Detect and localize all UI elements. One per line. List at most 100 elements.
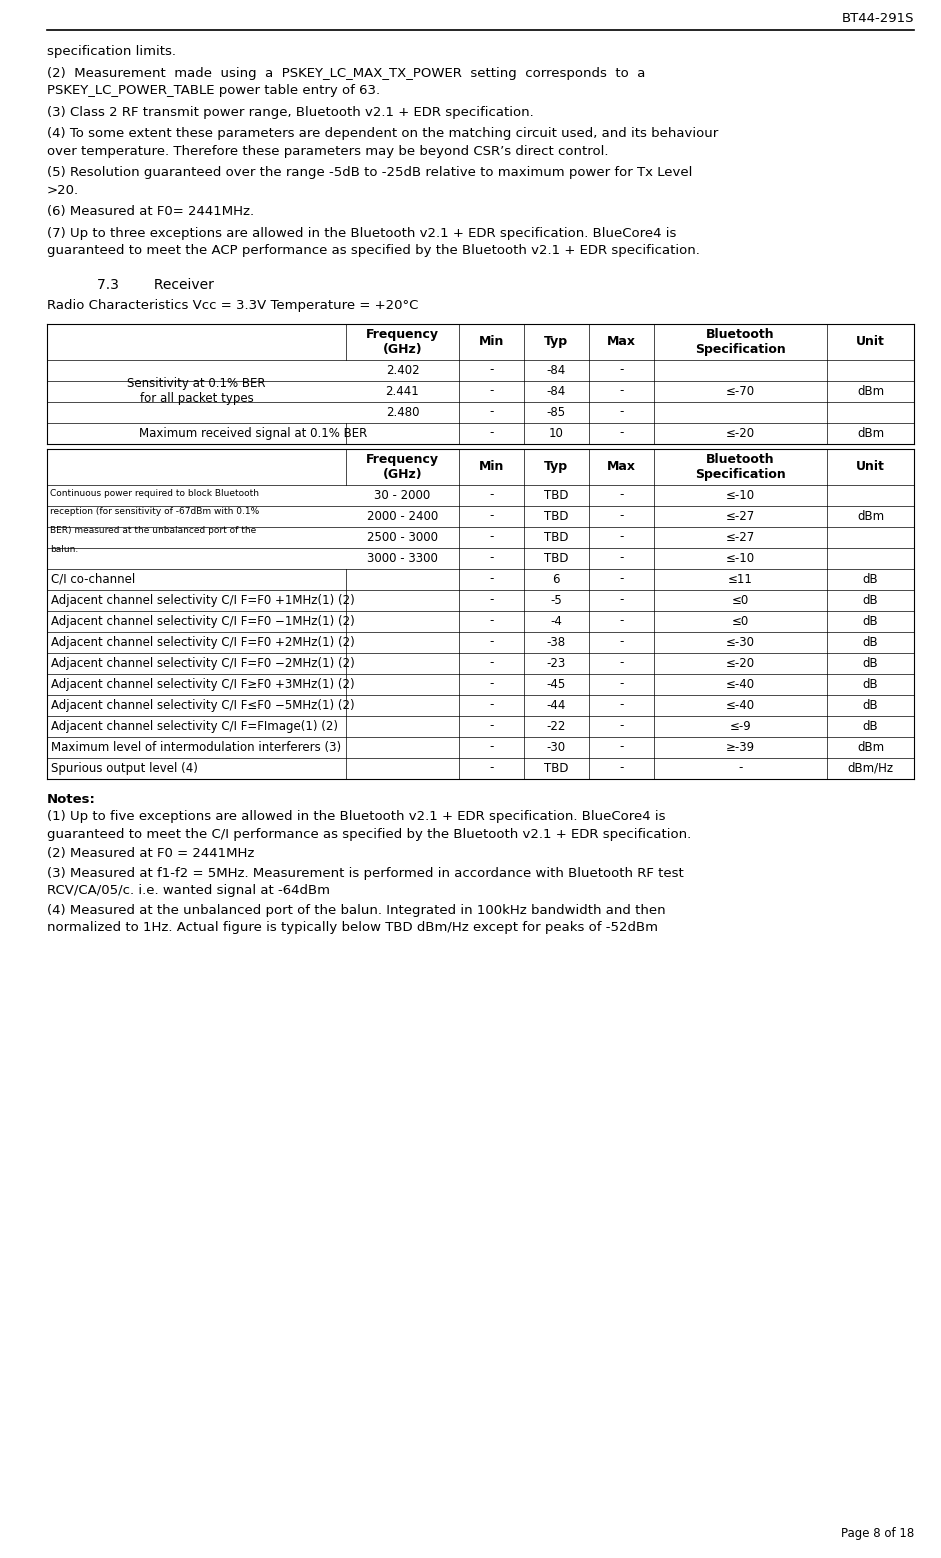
Text: PSKEY_LC_POWER_TABLE power table entry of 63.: PSKEY_LC_POWER_TABLE power table entry o… [47, 84, 380, 97]
Text: dB: dB [863, 572, 879, 586]
Text: -: - [489, 531, 493, 544]
Text: -: - [619, 363, 624, 377]
Text: TBD: TBD [544, 762, 568, 774]
Text: Adjacent channel selectivity C/I F=F0 +1MHz(1) (2): Adjacent channel selectivity C/I F=F0 +1… [51, 594, 355, 606]
Text: 2500 - 3000: 2500 - 3000 [367, 531, 438, 544]
Text: Max: Max [607, 460, 636, 474]
Text: dB: dB [863, 594, 879, 606]
Text: ≤-30: ≤-30 [726, 636, 755, 648]
Text: Typ: Typ [544, 460, 568, 474]
Text: guaranteed to meet the C/I performance as specified by the Bluetooth v2.1 + EDR : guaranteed to meet the C/I performance a… [47, 827, 692, 840]
Text: normalized to 1Hz. Actual figure is typically below TBD dBm/Hz except for peaks : normalized to 1Hz. Actual figure is typi… [47, 921, 658, 933]
Text: Sensitivity at 0.1% BER
for all packet types: Sensitivity at 0.1% BER for all packet t… [127, 377, 265, 405]
Text: 2.441: 2.441 [386, 385, 420, 397]
Text: -: - [489, 762, 493, 774]
Text: -: - [739, 762, 742, 774]
Text: -: - [489, 636, 493, 648]
Text: Bluetooth
Specification: Bluetooth Specification [695, 452, 786, 480]
Text: -: - [619, 594, 624, 606]
Text: -: - [619, 427, 624, 439]
Text: -: - [619, 572, 624, 586]
Text: specification limits.: specification limits. [47, 45, 176, 58]
Text: -: - [619, 656, 624, 670]
Text: -84: -84 [547, 385, 566, 397]
Text: balun.: balun. [50, 544, 78, 553]
Text: (2) Measured at F0 = 2441MHz: (2) Measured at F0 = 2441MHz [47, 848, 254, 860]
Text: (4) To some extent these parameters are dependent on the matching circuit used, : (4) To some extent these parameters are … [47, 128, 718, 140]
Text: Adjacent channel selectivity C/I F=FImage(1) (2): Adjacent channel selectivity C/I F=FImag… [51, 720, 338, 732]
Text: -: - [489, 509, 493, 522]
Text: (2)  Measurement  made  using  a  PSKEY_LC_MAX_TX_POWER  setting  corresponds  t: (2) Measurement made using a PSKEY_LC_MA… [47, 67, 646, 79]
Text: Unit: Unit [856, 335, 885, 347]
Text: dBm: dBm [857, 385, 885, 397]
Text: (7) Up to three exceptions are allowed in the Bluetooth v2.1 + EDR specification: (7) Up to three exceptions are allowed i… [47, 226, 677, 240]
Text: Maximum received signal at 0.1% BER: Maximum received signal at 0.1% BER [138, 427, 367, 439]
Text: dBm: dBm [857, 509, 885, 522]
Text: dBm: dBm [857, 427, 885, 439]
Text: (5) Resolution guaranteed over the range -5dB to -25dB relative to maximum power: (5) Resolution guaranteed over the range… [47, 167, 693, 179]
Text: -: - [619, 678, 624, 690]
Text: RCV/CA/05/c. i.e. wanted signal at -64dBm: RCV/CA/05/c. i.e. wanted signal at -64dB… [47, 883, 330, 897]
Text: ≤-20: ≤-20 [726, 427, 756, 439]
Text: TBD: TBD [544, 531, 568, 544]
Text: 2000 - 2400: 2000 - 2400 [367, 509, 439, 522]
Text: -: - [489, 427, 493, 439]
Text: Radio Characteristics Vcc = 3.3V Temperature = +20°C: Radio Characteristics Vcc = 3.3V Tempera… [47, 299, 419, 312]
Text: -: - [489, 552, 493, 564]
Text: -: - [489, 720, 493, 732]
Text: Notes:: Notes: [47, 793, 96, 805]
Text: dB: dB [863, 636, 879, 648]
Text: Frequency
(GHz): Frequency (GHz) [366, 327, 439, 355]
Text: -: - [489, 594, 493, 606]
Text: (1) Up to five exceptions are allowed in the Bluetooth v2.1 + EDR specification.: (1) Up to five exceptions are allowed in… [47, 810, 665, 823]
Text: BER) measured at the unbalanced port of the: BER) measured at the unbalanced port of … [50, 527, 256, 534]
Text: BT44-291S: BT44-291S [841, 12, 914, 25]
Text: 6: 6 [552, 572, 560, 586]
Text: guaranteed to meet the ACP performance as specified by the Bluetooth v2.1 + EDR : guaranteed to meet the ACP performance a… [47, 245, 700, 257]
Text: 7.3        Receiver: 7.3 Receiver [97, 277, 214, 291]
Text: dB: dB [863, 698, 879, 712]
Text: -5: -5 [550, 594, 562, 606]
Text: -: - [619, 636, 624, 648]
Text: reception (for sensitivity of -67dBm with 0.1%: reception (for sensitivity of -67dBm wit… [50, 508, 260, 516]
Text: -23: -23 [547, 656, 566, 670]
Text: TBD: TBD [544, 552, 568, 564]
Text: Min: Min [479, 335, 504, 347]
Text: (4) Measured at the unbalanced port of the balun. Integrated in 100kHz bandwidth: (4) Measured at the unbalanced port of t… [47, 904, 665, 916]
Text: dB: dB [863, 720, 879, 732]
Text: ≤0: ≤0 [732, 614, 749, 628]
Text: -: - [619, 698, 624, 712]
Text: ≤11: ≤11 [728, 572, 753, 586]
Text: -: - [619, 552, 624, 564]
Text: 2.480: 2.480 [386, 405, 420, 419]
Text: -: - [619, 385, 624, 397]
Text: ≥-39: ≥-39 [726, 740, 756, 754]
Text: TBD: TBD [544, 509, 568, 522]
Text: -4: -4 [550, 614, 563, 628]
Text: Bluetooth
Specification: Bluetooth Specification [695, 327, 786, 355]
Text: (3) Measured at f1-f2 = 5MHz. Measurement is performed in accordance with Blueto: (3) Measured at f1-f2 = 5MHz. Measuremen… [47, 866, 684, 880]
Text: -85: -85 [547, 405, 566, 419]
Text: Frequency
(GHz): Frequency (GHz) [366, 452, 439, 480]
Text: -: - [489, 489, 493, 502]
Text: 30 - 2000: 30 - 2000 [375, 489, 431, 502]
Text: -: - [489, 363, 493, 377]
Text: Typ: Typ [544, 335, 568, 347]
Text: (6) Measured at F0= 2441MHz.: (6) Measured at F0= 2441MHz. [47, 206, 254, 218]
Text: Maximum level of intermodulation interferers (3): Maximum level of intermodulation interfe… [51, 740, 342, 754]
Text: Continuous power required to block Bluetooth: Continuous power required to block Bluet… [50, 489, 259, 497]
Text: ≤-9: ≤-9 [729, 720, 752, 732]
Text: dBm/Hz: dBm/Hz [848, 762, 894, 774]
Text: ≤-70: ≤-70 [726, 385, 756, 397]
Text: -: - [489, 740, 493, 754]
Text: -45: -45 [547, 678, 566, 690]
Text: -: - [619, 740, 624, 754]
Text: Adjacent channel selectivity C/I F=F0 +2MHz(1) (2): Adjacent channel selectivity C/I F=F0 +2… [51, 636, 355, 648]
Text: Spurious output level (4): Spurious output level (4) [51, 762, 198, 774]
Text: -: - [619, 405, 624, 419]
Text: >20.: >20. [47, 184, 79, 196]
Text: -: - [489, 405, 493, 419]
Text: Unit: Unit [856, 460, 885, 474]
Text: -22: -22 [547, 720, 566, 732]
Text: -: - [489, 572, 493, 586]
